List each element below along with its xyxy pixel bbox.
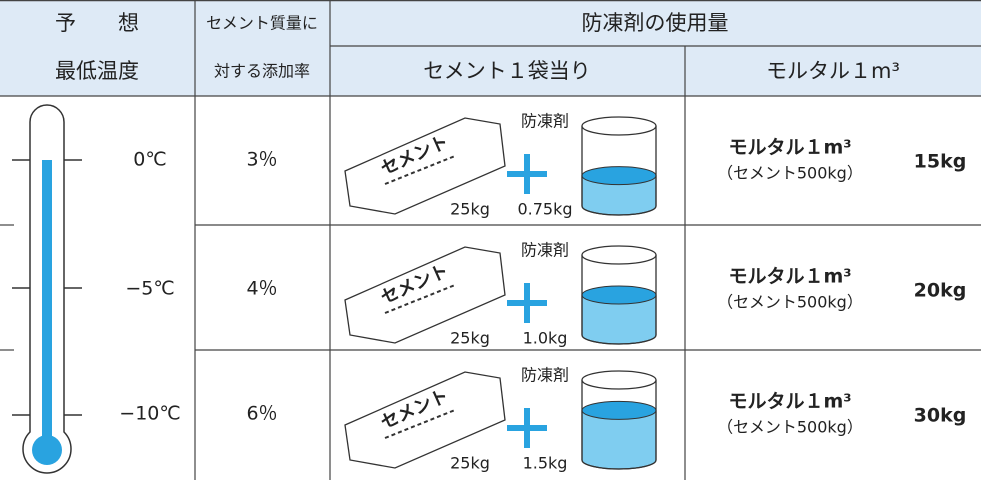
beaker-body [581, 126, 657, 216]
mortar-amount: 30kg [914, 405, 967, 427]
beaker-rim [581, 245, 657, 265]
rate: 3％ [246, 149, 277, 171]
temperature: −5℃ [125, 278, 174, 300]
beaker [581, 116, 657, 216]
beaker [581, 370, 657, 470]
beaker-rim [581, 370, 657, 390]
thermometer [12, 104, 82, 474]
liquid-surface [581, 285, 657, 305]
agent-amount: 0.75kg [517, 200, 572, 219]
beaker-body [581, 255, 657, 345]
mortar-note: （セメント500kg） [717, 418, 863, 437]
header-cell: モルタル１m³ [766, 59, 900, 83]
temperature: −10℃ [119, 403, 180, 425]
bag-stripe [384, 284, 456, 314]
liquid-surface [581, 166, 657, 186]
header-cell: セメント１袋当り [423, 59, 591, 83]
header-cell: セメント質量に [206, 14, 318, 33]
bag-shape [344, 117, 506, 215]
mortar-amount: 15kg [914, 151, 967, 173]
agent-label: 防凍剤 [521, 112, 569, 131]
liquid-surface [581, 400, 657, 420]
plus-sign [507, 283, 547, 323]
agent-amount: 1.0kg [523, 329, 568, 348]
mortar-note: （セメント500kg） [717, 293, 863, 312]
header-cell: 予 想 [55, 11, 139, 35]
beaker-rim [581, 116, 657, 136]
agent-label: 防凍剤 [521, 366, 569, 385]
beaker-body [581, 380, 657, 470]
temperature: 0℃ [133, 149, 166, 171]
mortar-label: モルタル１m³ [728, 391, 851, 413]
agent-label: 防凍剤 [521, 241, 569, 260]
header-cell: 対する添加率 [214, 62, 310, 81]
mortar-label: モルタル１m³ [728, 266, 851, 288]
bag-stripe [384, 409, 456, 439]
bag-weight: 25kg [450, 200, 490, 219]
mortar-note: （セメント500kg） [717, 164, 863, 183]
header-cell: 防凍剤の使用量 [582, 11, 729, 35]
rate: 4％ [246, 278, 277, 300]
mortar-label: モルタル１m³ [728, 137, 851, 159]
bag-shape [344, 246, 506, 344]
header-background [0, 0, 981, 96]
plus-sign [507, 408, 547, 448]
plus-sign [507, 154, 547, 194]
bag-stripe [384, 155, 456, 185]
agent-amount: 1.5kg [523, 454, 568, 473]
mortar-amount: 20kg [914, 280, 967, 302]
beaker [581, 245, 657, 345]
rate: 6％ [246, 403, 277, 425]
header-cell: 最低温度 [55, 59, 139, 83]
bag-weight: 25kg [450, 454, 490, 473]
bag-weight: 25kg [450, 329, 490, 348]
bag-shape [344, 371, 506, 469]
